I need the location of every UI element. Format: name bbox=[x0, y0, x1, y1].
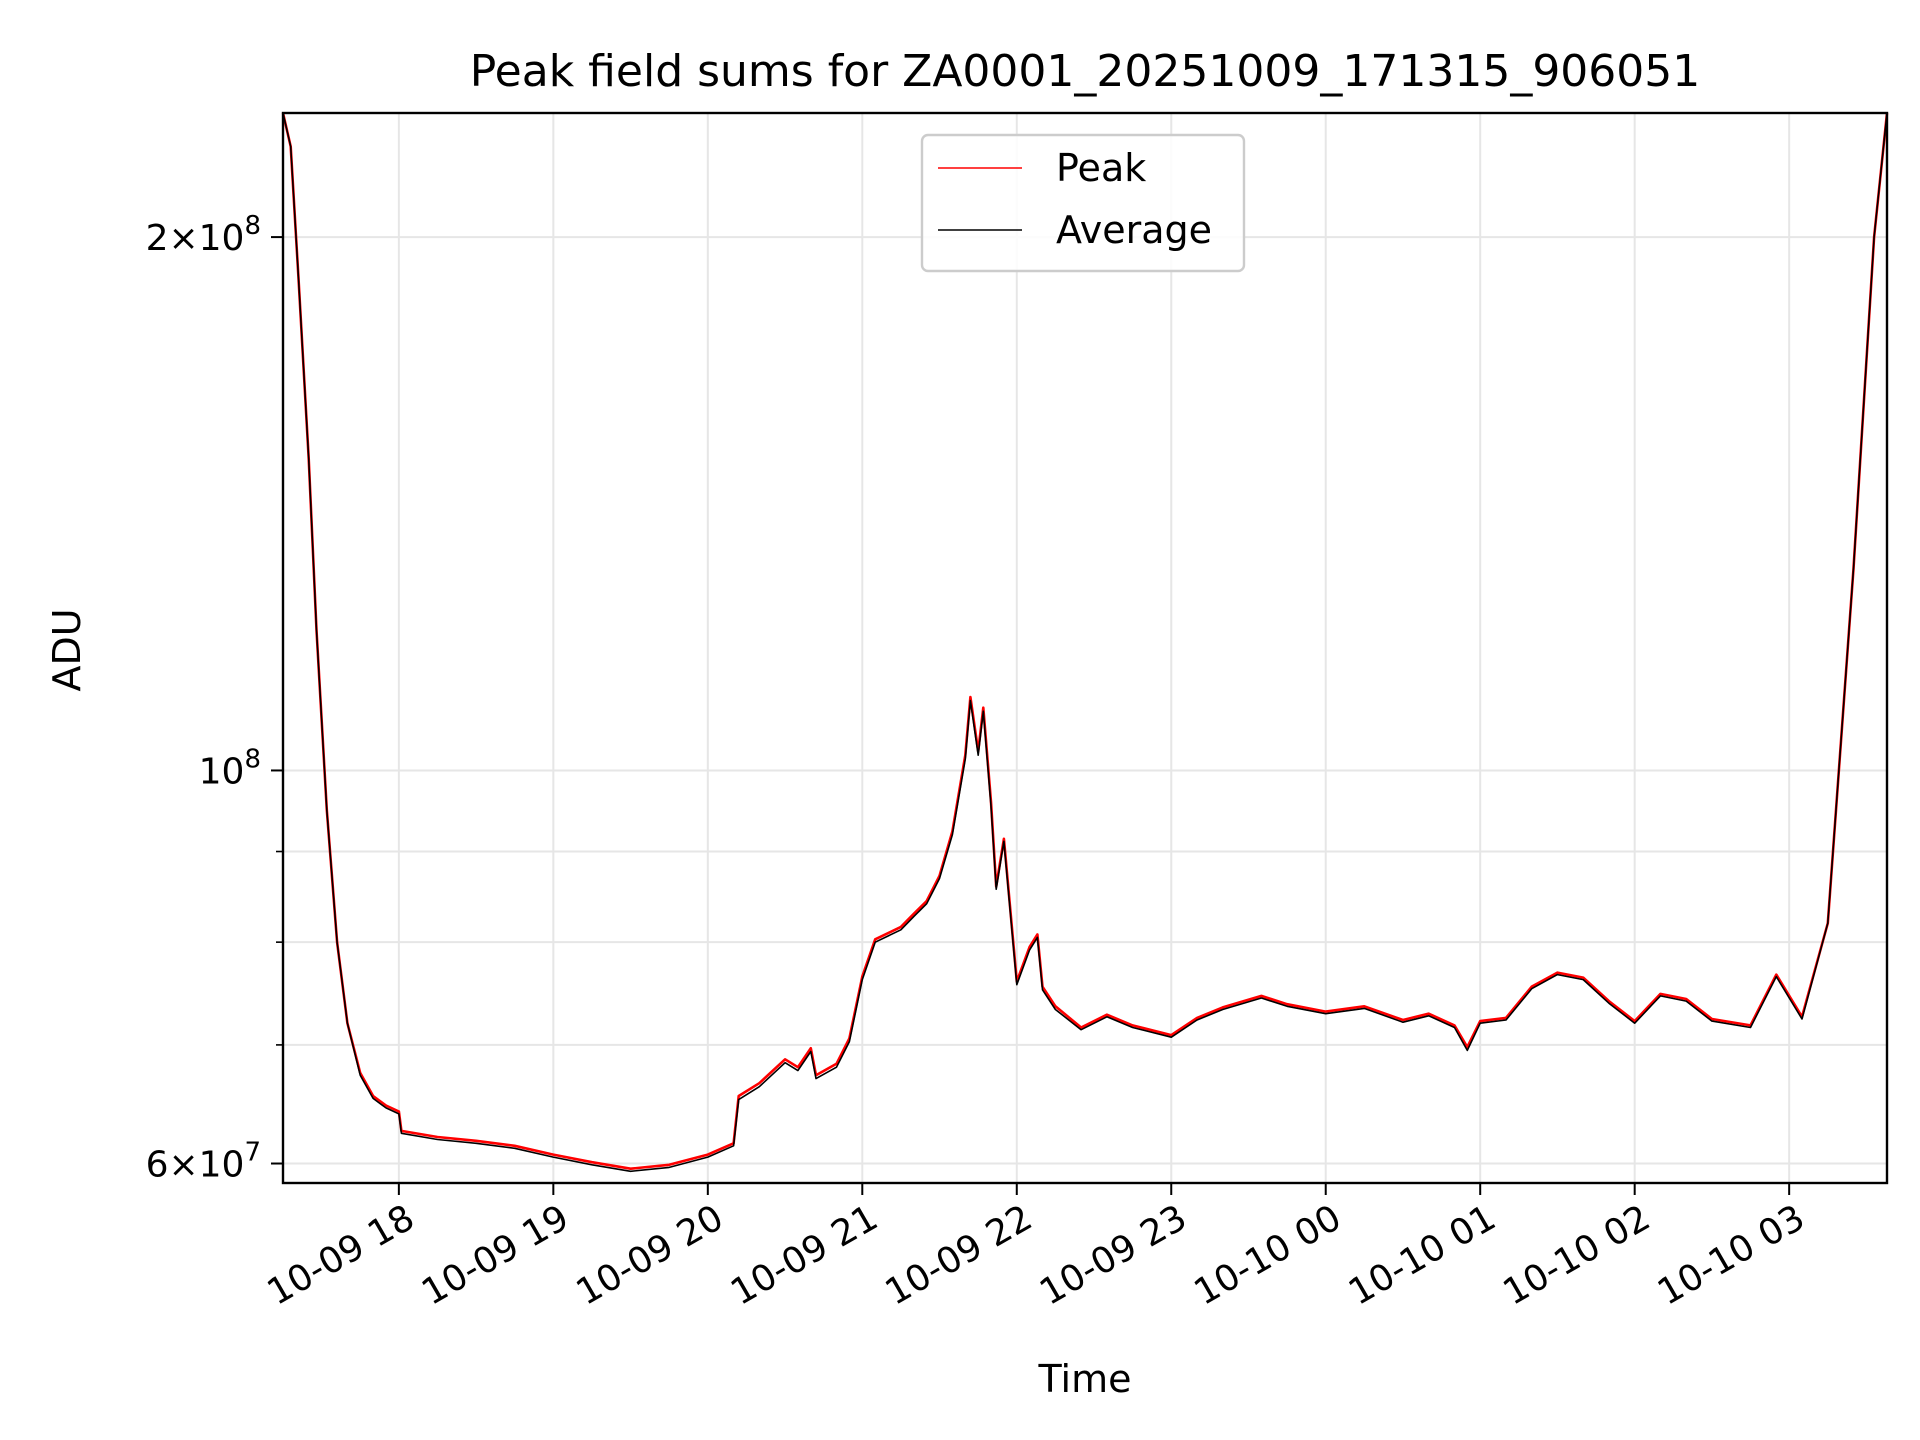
y-tick-label-base: 6×10 bbox=[146, 1145, 245, 1186]
x-axis-label: Time bbox=[1038, 1357, 1132, 1401]
y-tick-label-exponent: 8 bbox=[244, 744, 261, 774]
y-tick-label-exponent: 7 bbox=[244, 1138, 261, 1168]
grid bbox=[283, 113, 1887, 1183]
y-tick-label: 2×108 bbox=[146, 211, 261, 259]
legend-entry-peak: Peak bbox=[1056, 146, 1146, 190]
series-layer bbox=[281, 112, 1889, 1173]
y-tick-label: 108 bbox=[199, 744, 261, 792]
plot-frame bbox=[281, 111, 1889, 1185]
legend-entry-average: Average bbox=[1056, 208, 1212, 252]
y-tick-label: 6×107 bbox=[146, 1138, 261, 1186]
legend: Peak Average bbox=[920, 133, 1246, 273]
y-tick-label-base: 2×10 bbox=[146, 218, 245, 259]
y-tick-label-exponent: 8 bbox=[244, 211, 261, 241]
chart-title: Peak field sums for ZA0001_20251009_1713… bbox=[470, 46, 1701, 97]
y-axis-label: ADU bbox=[45, 608, 89, 691]
legend-box bbox=[920, 133, 1246, 273]
y-tick-label-base: 10 bbox=[199, 751, 245, 792]
series-line-average bbox=[282, 112, 1888, 1173]
